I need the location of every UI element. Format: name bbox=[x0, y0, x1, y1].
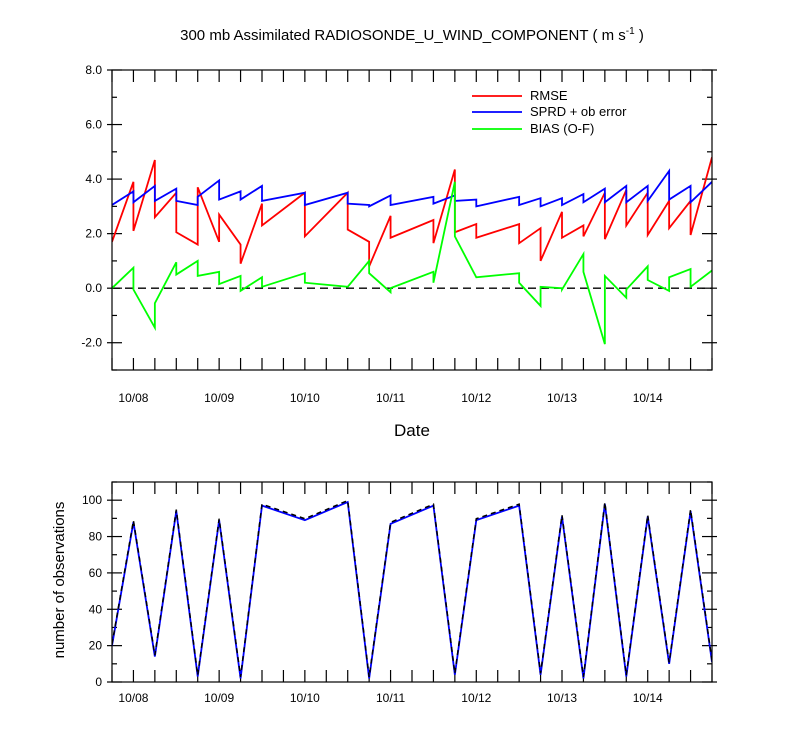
bottom-x-tick-labels: 10/08 10/09 10/10 10/11 10/12 10/13 10/14 bbox=[118, 691, 663, 705]
top-y-tick-label: 4.0 bbox=[85, 172, 102, 186]
bottom-x-tick-label: 10/10 bbox=[290, 691, 320, 705]
legend: RMSE SPRD + ob error BIAS (O-F) bbox=[472, 88, 627, 136]
top-y-tick-label: 8.0 bbox=[85, 63, 102, 77]
bottom-x-tick-label: 10/08 bbox=[118, 691, 148, 705]
top-y-tick-label: 6.0 bbox=[85, 118, 102, 132]
top-x-tick-label: 10/14 bbox=[633, 391, 663, 405]
bottom-y-tick-label: 0 bbox=[95, 675, 102, 689]
chart-title: 300 mb Assimilated RADIOSONDE_U_WIND_COM… bbox=[180, 26, 644, 44]
series-line-bias-o-f bbox=[112, 181, 712, 345]
series-line-observations bbox=[112, 500, 712, 679]
chart-title-main: 300 mb Assimilated RADIOSONDE_U_WIND_COM… bbox=[180, 27, 626, 44]
legend-label-bias: BIAS (O-F) bbox=[530, 121, 594, 136]
series-line-sprd-ob-error bbox=[112, 168, 712, 208]
bottom-plot-frame bbox=[111, 481, 713, 683]
top-x-tick-label: 10/12 bbox=[461, 391, 491, 405]
bottom-y-tick-label: 40 bbox=[89, 602, 103, 616]
top-x-tick-label: 10/10 bbox=[290, 391, 320, 405]
top-y-tick-labels: -2.0 0.0 2.0 4.0 6.0 8.0 bbox=[81, 63, 102, 350]
bottom-x-tick-label: 10/12 bbox=[461, 691, 491, 705]
top-x-tick-label: 10/11 bbox=[376, 391, 405, 405]
top-x-tick-label: 10/13 bbox=[547, 391, 577, 405]
series-line-rmse bbox=[112, 157, 712, 267]
x-axis-title: Date bbox=[394, 421, 430, 440]
legend-label-sprd: SPRD + ob error bbox=[530, 104, 627, 119]
bottom-x-tick-label: 10/09 bbox=[204, 691, 234, 705]
top-series-group bbox=[112, 157, 712, 345]
bottom-y-tick-label: 60 bbox=[89, 566, 103, 580]
top-plot-frame bbox=[111, 69, 713, 371]
bottom-series-group bbox=[112, 499, 712, 679]
series-line-observations-dashed bbox=[112, 499, 712, 678]
chart-title-superscript: -1 bbox=[626, 26, 635, 37]
bottom-y-tick-label: 20 bbox=[89, 639, 103, 653]
bottom-axis-ticks bbox=[107, 481, 717, 683]
top-x-tick-label: 10/09 bbox=[204, 391, 234, 405]
legend-label-rmse: RMSE bbox=[530, 88, 568, 103]
top-x-tick-labels: 10/08 10/09 10/10 10/11 10/12 10/13 10/14 bbox=[118, 391, 663, 405]
chart-title-end: ) bbox=[635, 27, 644, 44]
top-y-tick-label: 0.0 bbox=[85, 281, 102, 295]
top-x-tick-label: 10/08 bbox=[118, 391, 148, 405]
top-y-tick-label: -2.0 bbox=[81, 336, 102, 350]
bottom-x-tick-label: 10/13 bbox=[547, 691, 577, 705]
bottom-y-tick-label: 100 bbox=[82, 493, 102, 507]
bottom-y-tick-labels: 0 20 40 60 80 100 bbox=[82, 493, 102, 689]
bottom-x-tick-label: 10/11 bbox=[376, 691, 405, 705]
top-y-tick-label: 2.0 bbox=[85, 227, 102, 241]
bottom-y-axis-title: number of observations bbox=[51, 502, 68, 659]
bottom-y-tick-label: 80 bbox=[89, 530, 103, 544]
bottom-x-tick-label: 10/14 bbox=[633, 691, 663, 705]
